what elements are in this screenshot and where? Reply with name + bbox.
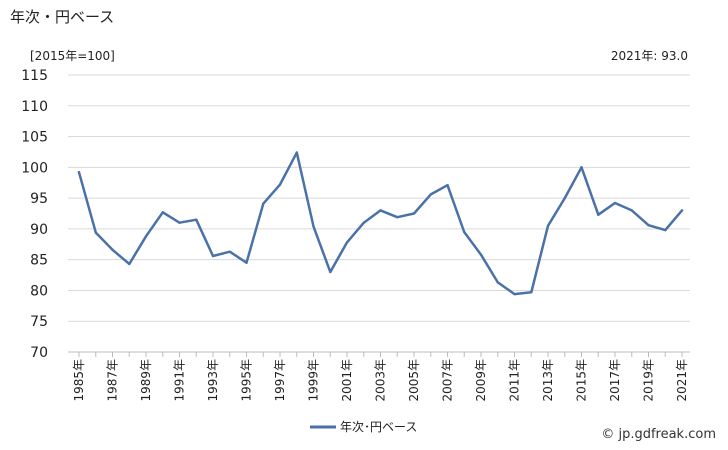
legend-label: 年次･円ベース xyxy=(340,420,417,434)
data-point xyxy=(77,171,81,174)
unit-label: [2015年=100] xyxy=(30,49,115,63)
data-point xyxy=(211,254,215,258)
y-tick-label: 90 xyxy=(30,222,48,238)
y-tick-label: 95 xyxy=(30,191,48,207)
data-point xyxy=(111,248,114,252)
y-tick-label: 100 xyxy=(21,160,48,176)
y-axis-ticks: 70 75 80 85 90 95 100 105 110 115 xyxy=(21,68,48,361)
y-tick-label: 75 xyxy=(30,314,48,330)
source-credit: © jp.gdfreak.com xyxy=(601,427,716,442)
data-point xyxy=(128,262,131,266)
data-point xyxy=(664,228,667,232)
data-point xyxy=(597,213,600,216)
series-layer xyxy=(77,151,684,296)
x-tick-label: 1989年 xyxy=(139,359,153,402)
y-tick-label: 70 xyxy=(30,345,48,361)
data-point xyxy=(144,235,148,238)
data-point xyxy=(630,209,633,212)
chart-title: 年次・円ベース xyxy=(10,8,115,26)
data-point xyxy=(546,224,550,228)
x-tick-label: 1993年 xyxy=(206,359,220,402)
data-point xyxy=(278,183,282,186)
data-point xyxy=(429,193,432,196)
data-point xyxy=(563,196,566,200)
y-tick-label: 105 xyxy=(21,130,48,146)
data-point xyxy=(362,221,365,224)
y-tick-label: 80 xyxy=(30,283,48,299)
x-tick-label: 2003年 xyxy=(374,359,388,402)
x-tick-label: 1987年 xyxy=(106,359,120,402)
data-point xyxy=(412,212,416,215)
latest-value-label: 2021年: 93.0 xyxy=(610,49,688,63)
data-point xyxy=(312,225,315,228)
data-point xyxy=(680,209,684,212)
data-point xyxy=(396,215,399,219)
data-point xyxy=(295,151,298,154)
legend: 年次･円ベース xyxy=(310,420,417,434)
x-tick-label: 2015年 xyxy=(575,359,589,402)
data-point xyxy=(245,261,248,264)
x-tick-label: 1991年 xyxy=(173,359,187,402)
x-tick-label: 1999年 xyxy=(307,359,321,402)
data-point xyxy=(262,202,265,205)
y-tick-label: 115 xyxy=(21,68,48,84)
x-tick-label: 2005年 xyxy=(407,359,421,402)
data-point xyxy=(195,218,198,221)
x-tick-label: 2011年 xyxy=(508,359,522,402)
data-point xyxy=(178,221,181,224)
x-tick-label: 2013年 xyxy=(541,359,555,402)
data-point xyxy=(496,281,499,284)
x-tick-label: 2009年 xyxy=(474,359,488,402)
data-point xyxy=(613,201,617,205)
series-line xyxy=(77,151,684,296)
data-point xyxy=(94,231,97,234)
y-tick-label: 85 xyxy=(30,253,48,269)
y-tick-label: 110 xyxy=(21,99,48,115)
data-point xyxy=(530,291,533,294)
data-point xyxy=(580,166,583,169)
x-tick-label: 2019年 xyxy=(642,359,656,402)
data-point xyxy=(379,209,382,212)
data-point xyxy=(479,253,483,256)
data-point xyxy=(463,230,466,234)
data-point xyxy=(345,241,349,244)
data-point xyxy=(228,250,231,253)
data-point xyxy=(161,211,164,214)
x-tick-label: 1995年 xyxy=(240,359,254,402)
x-tick-label: 1997年 xyxy=(273,359,287,402)
x-tick-label: 2001年 xyxy=(340,359,354,402)
x-tick-label: 2007年 xyxy=(441,359,455,402)
x-tick-label: 1985年 xyxy=(72,359,86,402)
x-tick-label: 2017年 xyxy=(608,359,622,402)
x-axis: 1985年 1987年 1989年 1991年 1993年 1995年 1997年 1999年… xyxy=(68,351,690,402)
data-point xyxy=(329,270,332,274)
data-point xyxy=(513,292,516,296)
data-point xyxy=(647,223,650,227)
data-point xyxy=(446,183,449,187)
x-tick-label: 2021年 xyxy=(675,359,689,402)
